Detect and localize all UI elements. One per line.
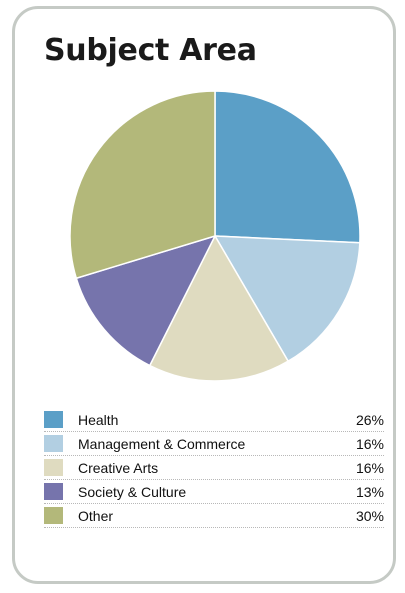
legend-swatch-health: [44, 411, 63, 428]
legend-value-society-culture: 13%: [355, 484, 384, 500]
legend-label-other: Other: [78, 508, 114, 524]
legend-value-creative-arts: 16%: [355, 460, 384, 476]
legend-value-other: 30%: [355, 508, 384, 524]
legend-label-management-commerce: Management & Commerce: [78, 436, 246, 452]
pie-slice-management-commerce: [214, 235, 361, 362]
pie-slice-creative-arts: [149, 235, 289, 382]
chart-title: Subject Area: [44, 33, 257, 68]
legend-row-health: Health 26%: [44, 410, 384, 432]
legend-label-health: Health: [78, 412, 119, 428]
legend-value-health: 26%: [355, 412, 384, 428]
pie-slice-other: [69, 90, 216, 279]
legend-label-creative-arts: Creative Arts: [78, 460, 159, 476]
pie-slice-health: [214, 90, 361, 244]
legend-row-management-commerce: Management & Commerce 16%: [44, 434, 384, 456]
legend-swatch-management-commerce: [44, 435, 63, 452]
legend-swatch-creative-arts: [44, 459, 63, 476]
legend-value-management-commerce: 16%: [355, 436, 384, 452]
legend-label-society-culture: Society & Culture: [78, 484, 187, 500]
legend-swatch-other: [44, 507, 63, 524]
legend: Health 26% Management & Commerce 16% Cre…: [44, 410, 384, 530]
legend-row-creative-arts: Creative Arts 16%: [44, 458, 384, 480]
legend-row-other: Other 30%: [44, 506, 384, 528]
legend-row-society-culture: Society & Culture 13%: [44, 482, 384, 504]
legend-swatch-society-culture: [44, 483, 63, 500]
